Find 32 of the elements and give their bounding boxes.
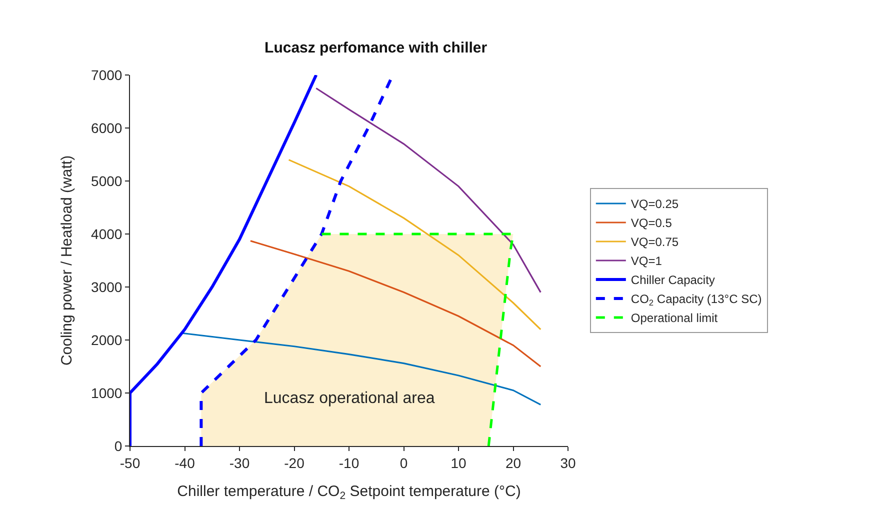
x-tick-label: -20 <box>284 454 305 471</box>
line-series <box>181 332 542 406</box>
line-series <box>315 87 542 294</box>
legend-label: VQ=1 <box>630 254 662 268</box>
annotation: Lucasz operational area <box>264 390 435 407</box>
y-tick-label: 0 <box>114 438 122 454</box>
legend-label: Operational limit <box>630 311 718 326</box>
y-tick-label: 4000 <box>91 226 122 242</box>
line-series <box>288 159 542 330</box>
legend-label: CO$_{2}$ Capacity (13°C SC) <box>630 292 762 308</box>
legend-label: VQ=0.5 <box>630 216 672 230</box>
x-tick-label: -30 <box>229 454 250 471</box>
legend-label: Chiller Capacity <box>630 273 715 288</box>
y-axis-title: Cooling power / Heatload (watt) <box>58 155 76 366</box>
x-tick-label: 30 <box>560 454 576 471</box>
x-tick-label: 10 <box>450 454 466 471</box>
y-tick-label: 5000 <box>91 172 122 189</box>
x-axis-title: Chiller temperature / CO$_{2}$ Setpoint temperature (°C) <box>177 482 521 502</box>
x-tick-label: -50 <box>120 454 140 471</box>
legend-label: VQ=0.25 <box>630 197 679 212</box>
line-series <box>250 240 542 368</box>
chart-title: Lucasz perfomance with chiller <box>264 40 488 57</box>
x-tick-label: 20 <box>505 454 522 471</box>
x-tick-label: 0 <box>400 454 408 471</box>
x-tick-label: -40 <box>174 454 196 471</box>
y-tick-label: 2000 <box>91 332 122 348</box>
y-tick-label: 7000 <box>91 66 122 83</box>
legend-label: VQ=0.75 <box>630 235 679 250</box>
y-tick-label: 6000 <box>91 120 122 136</box>
y-tick-label: 3000 <box>91 278 122 295</box>
y-tick-label: 1000 <box>91 384 122 401</box>
x-tick-label: -10 <box>338 454 360 471</box>
